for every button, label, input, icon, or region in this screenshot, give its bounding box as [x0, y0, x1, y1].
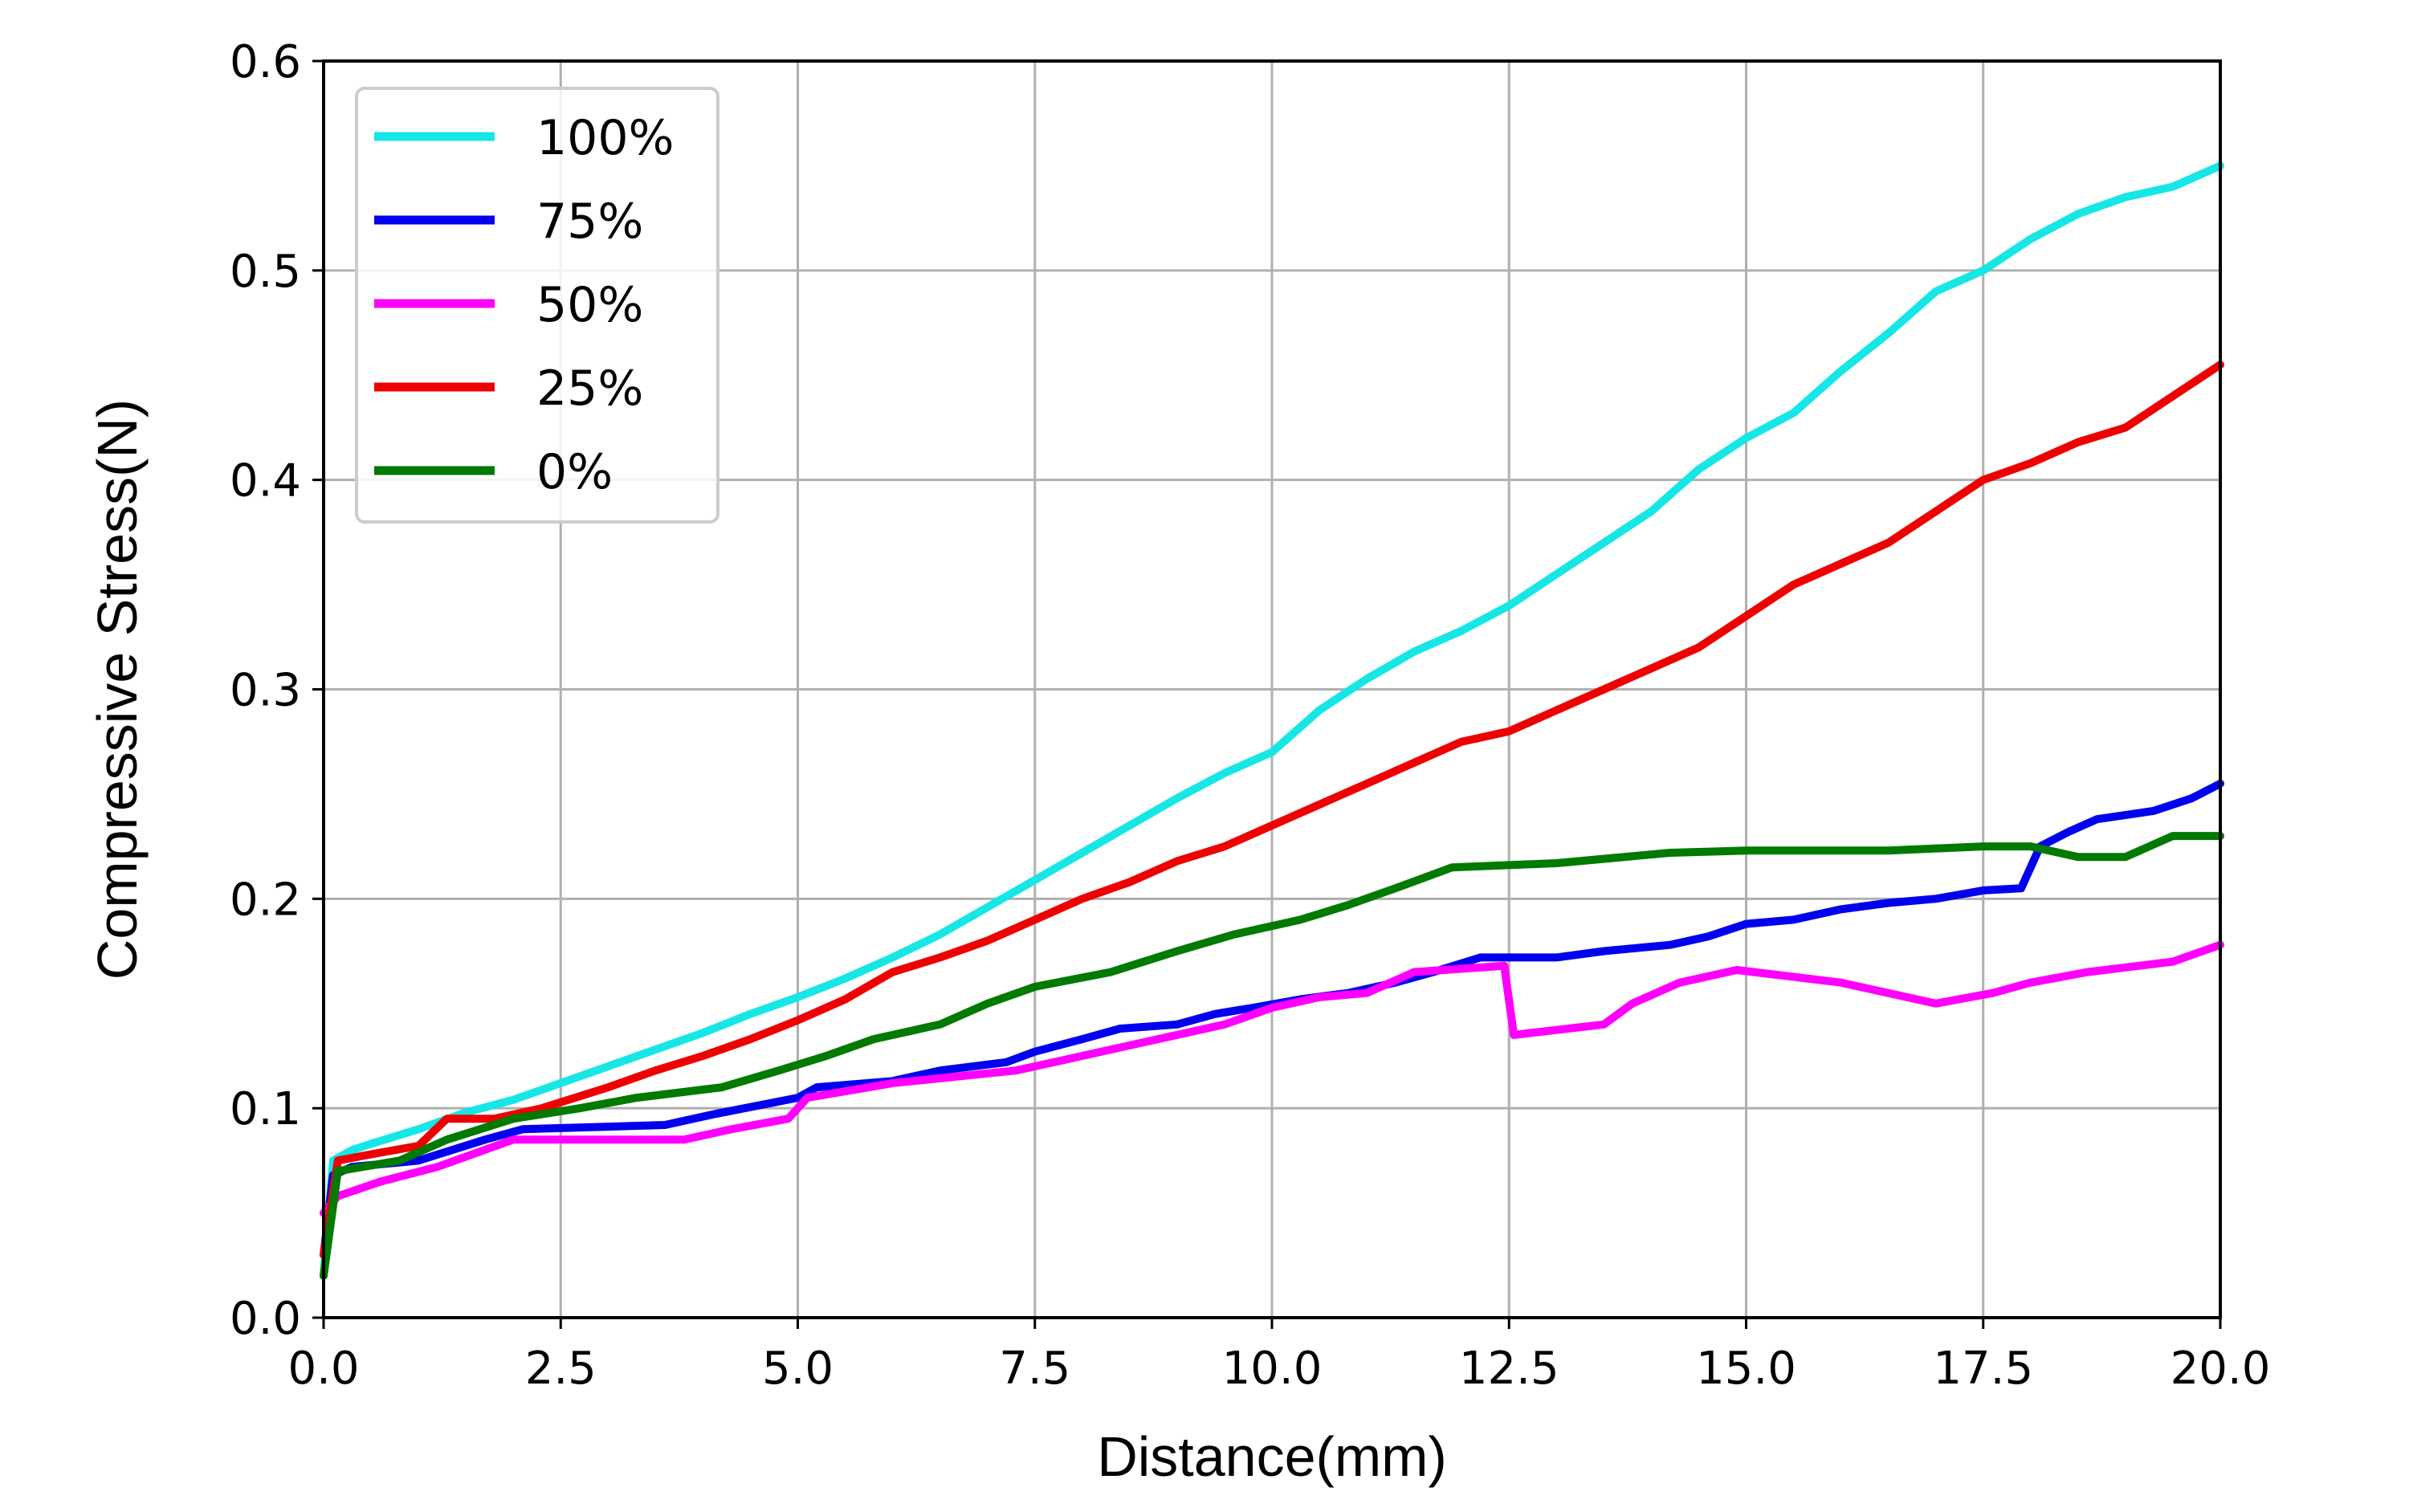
- y-tick-label: 0.2: [230, 874, 301, 926]
- x-tick-label: 0.0: [287, 1343, 359, 1395]
- x-tick-label: 5.0: [762, 1343, 834, 1395]
- legend-label: 25%: [536, 361, 643, 417]
- y-tick-label: 0.4: [230, 455, 301, 507]
- y-tick-label: 0.6: [230, 36, 301, 88]
- legend: 100% 75% 50% 25% 0%: [355, 87, 719, 524]
- y-tick-label: 0.3: [230, 665, 301, 717]
- x-axis-ticks: 0.0 2.5 5.0 7.5 10.0 12.5 15.0 17.5 20.0: [287, 1318, 2270, 1395]
- series-line-2: [320, 940, 2224, 1217]
- y-tick-label: 0.0: [230, 1293, 301, 1345]
- x-tick-label: 20.0: [2171, 1343, 2271, 1395]
- x-tick-label: 2.5: [525, 1343, 597, 1395]
- legend-label: 100%: [536, 110, 675, 166]
- series-layer: [320, 161, 2224, 1280]
- legend-label: 75%: [536, 194, 643, 250]
- y-tick-label: 0.5: [230, 246, 301, 298]
- legend-label: 50%: [536, 277, 643, 333]
- y-axis-label: Compressive Stress(N): [86, 399, 149, 980]
- y-axis-ticks: 0.0 0.1 0.2 0.3 0.4 0.5 0.6: [230, 36, 324, 1345]
- x-tick-label: 15.0: [1696, 1343, 1796, 1395]
- series-line-4: [320, 832, 2224, 1280]
- x-tick-label: 7.5: [999, 1343, 1070, 1395]
- x-tick-label: 12.5: [1459, 1343, 1559, 1395]
- series-line-3: [320, 361, 2224, 1259]
- legend-box: [355, 87, 719, 524]
- x-tick-label: 17.5: [1933, 1343, 2033, 1395]
- x-axis-label: Distance(mm): [1097, 1425, 1447, 1488]
- legend-label: 0%: [536, 444, 613, 500]
- grid: [322, 59, 2222, 1319]
- y-tick-label: 0.1: [230, 1083, 301, 1135]
- x-tick-label: 10.0: [1222, 1343, 1323, 1395]
- series-line-0: [320, 161, 2224, 1280]
